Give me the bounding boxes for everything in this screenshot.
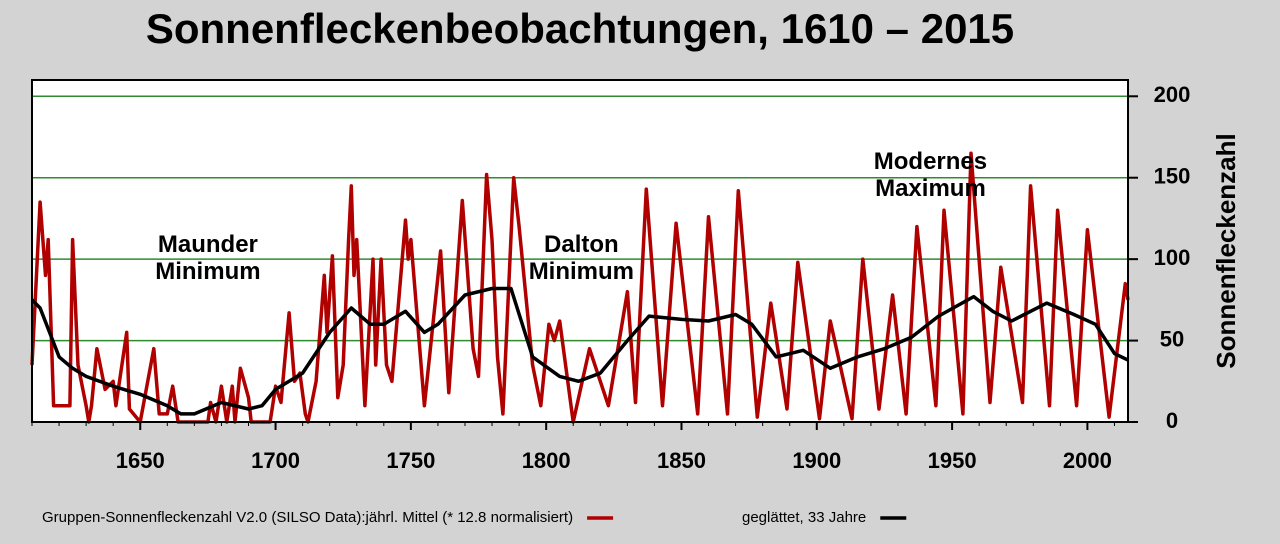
x-tick-label: 1950 [928, 448, 977, 473]
legend-label: geglättet, 33 Jahre [742, 509, 866, 526]
annotation-line: Maximum [875, 175, 986, 202]
y-tick-label: 50 [1160, 326, 1184, 351]
annotation-line: Dalton [544, 231, 619, 258]
annotation: Modernes Maximum [874, 148, 987, 202]
y-tick-label: 100 [1154, 245, 1191, 270]
y-tick-label: 0 [1166, 408, 1178, 433]
chart-title: Sonnenfleckenbeobachtungen, 1610 – 2015 [146, 5, 1014, 52]
annotation-line: Minimum [155, 258, 260, 285]
x-tick-label: 1700 [251, 448, 300, 473]
legend-label: Gruppen-Sonnenfleckenzahl V2.0 (SILSO Da… [42, 509, 573, 526]
annotation: Dalton Minimum [529, 231, 634, 285]
x-tick-label: 1750 [386, 448, 435, 473]
series-line [30, 286, 1129, 416]
y-tick-label: 150 [1154, 164, 1191, 189]
annotation: Maunder Minimum [155, 231, 260, 285]
x-tick-label: 2000 [1063, 448, 1112, 473]
x-tick-label: 1900 [792, 448, 841, 473]
annotation-line: Minimum [529, 258, 634, 285]
series-line [30, 151, 1130, 424]
annotation-line: Maunder [158, 231, 258, 258]
x-tick-label: 1650 [116, 448, 165, 473]
plot-area [32, 80, 1128, 422]
plot-frame [31, 79, 1129, 423]
x-tick-label: 1800 [522, 448, 571, 473]
y-tick-label: 200 [1154, 82, 1191, 107]
x-tick-label: 1850 [657, 448, 706, 473]
annotation-line: Modernes [874, 148, 987, 175]
y-axis-label: Sonnenfleckenzahl [1211, 133, 1241, 369]
